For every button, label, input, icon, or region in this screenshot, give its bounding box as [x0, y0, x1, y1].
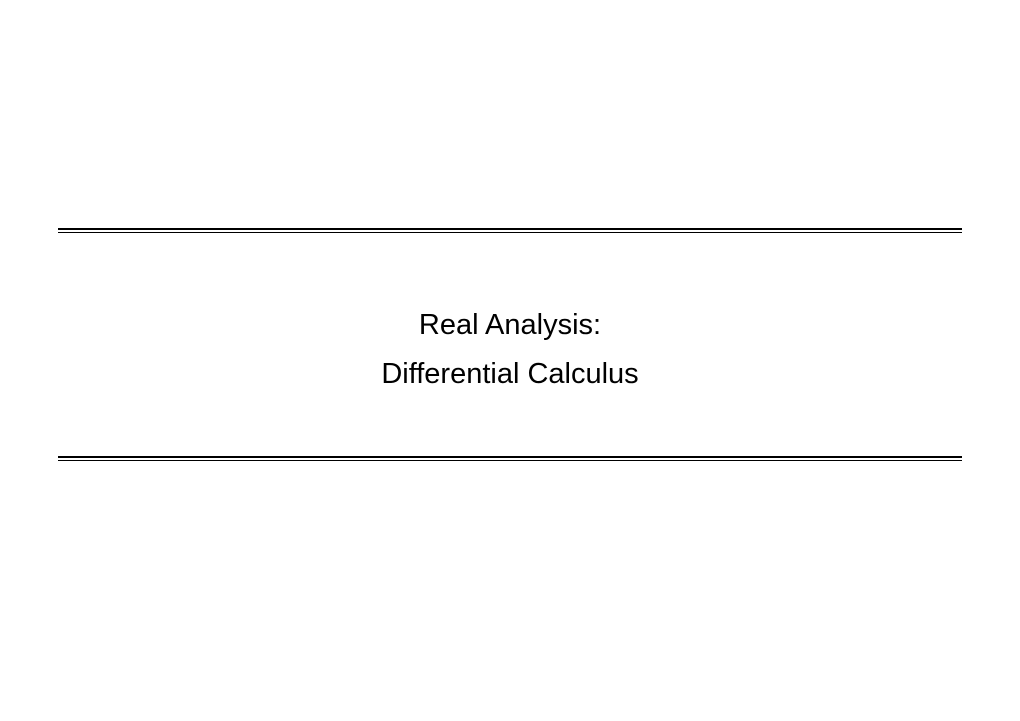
bottom-double-rule [58, 456, 962, 461]
title-line-2: Differential Calculus [58, 350, 962, 399]
title-line-1: Real Analysis: [58, 301, 962, 350]
title-slide-container: Real Analysis: Differential Calculus [58, 228, 962, 461]
title-block: Real Analysis: Differential Calculus [58, 233, 962, 456]
